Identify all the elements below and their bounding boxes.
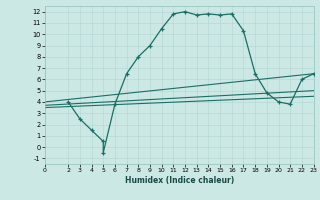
X-axis label: Humidex (Indice chaleur): Humidex (Indice chaleur) xyxy=(124,176,234,185)
